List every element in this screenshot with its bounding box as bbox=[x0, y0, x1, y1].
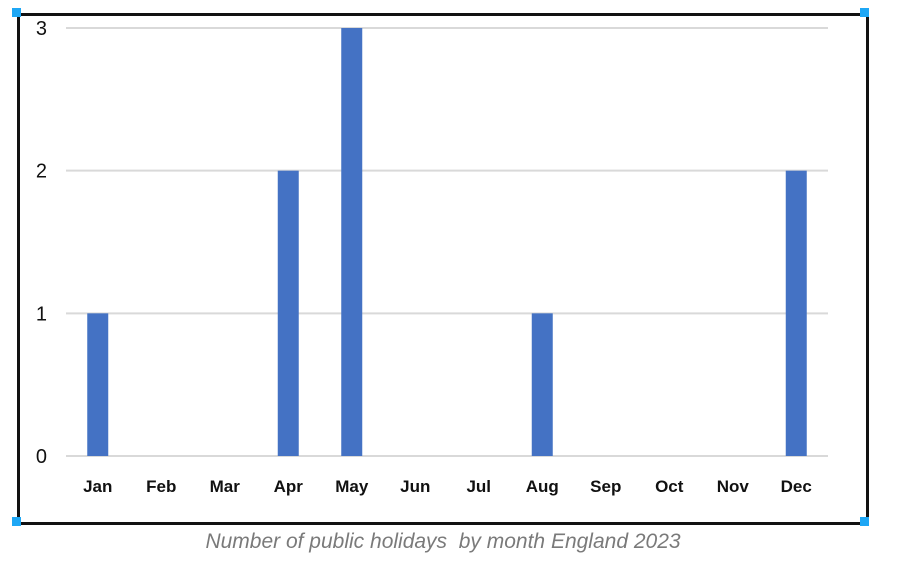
bar-apr[interactable] bbox=[277, 170, 299, 456]
x-tick-label-may: May bbox=[335, 477, 369, 496]
y-tick-label: 3 bbox=[36, 18, 47, 40]
y-tick-label: 1 bbox=[36, 303, 47, 325]
bar-jan[interactable] bbox=[87, 313, 109, 456]
x-tick-label-dec: Dec bbox=[781, 477, 812, 496]
y-axis: 0 1 2 3 bbox=[36, 18, 47, 468]
x-tick-label-mar: Mar bbox=[210, 477, 241, 496]
chart-caption: Number of public holidays by month Engla… bbox=[205, 530, 681, 553]
x-axis: Jan Feb Mar Apr May Jun Jul Aug Sep Oct Nov Dec bbox=[83, 477, 812, 496]
resize-handle-bottom-right[interactable] bbox=[860, 517, 869, 526]
y-tick-label: 2 bbox=[36, 161, 47, 183]
grid-layer bbox=[66, 27, 828, 457]
y-tick-label: 0 bbox=[36, 446, 47, 468]
x-tick-label-sep: Sep bbox=[590, 477, 621, 496]
resize-handle-top-left[interactable] bbox=[12, 8, 21, 17]
x-tick-label-jun: Jun bbox=[400, 477, 430, 496]
chart-frame[interactable] bbox=[17, 13, 869, 525]
resize-handle-top-right[interactable] bbox=[860, 8, 869, 17]
bar-aug[interactable] bbox=[531, 313, 553, 456]
x-tick-label-apr: Apr bbox=[274, 477, 304, 496]
x-tick-label-jan: Jan bbox=[83, 477, 112, 496]
x-tick-label-nov: Nov bbox=[717, 477, 750, 496]
resize-handle-bottom-left[interactable] bbox=[12, 517, 21, 526]
bar-dec[interactable] bbox=[785, 170, 807, 456]
bar-layer bbox=[87, 28, 807, 456]
x-tick-label-jul: Jul bbox=[466, 477, 491, 496]
x-tick-label-oct: Oct bbox=[655, 477, 684, 496]
x-tick-label-feb: Feb bbox=[146, 477, 176, 496]
bar-may[interactable] bbox=[341, 28, 363, 456]
x-tick-label-aug: Aug bbox=[526, 477, 559, 496]
